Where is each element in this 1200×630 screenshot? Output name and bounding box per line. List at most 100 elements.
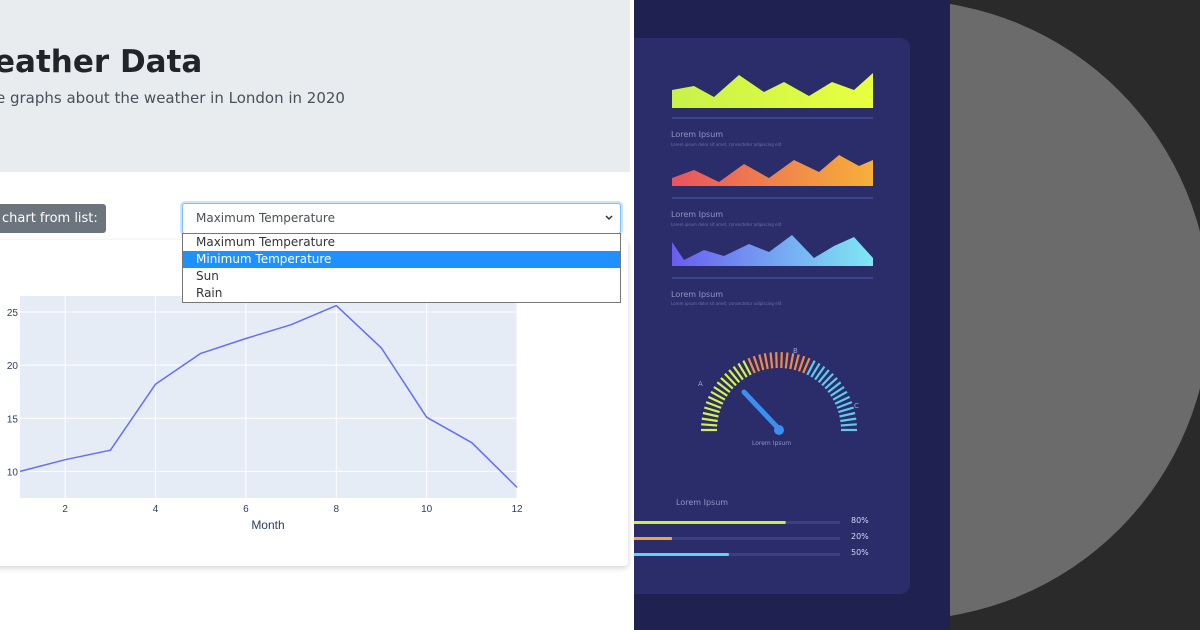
header-jumbotron: eather Data e graphs about the weather i… [0, 0, 630, 172]
gauge-tick [821, 373, 834, 387]
progress-bars [634, 521, 840, 556]
gauge-tick [716, 381, 731, 393]
dropdown-option-max-temp[interactable]: Maximum Temperature [196, 235, 335, 249]
gauge-tick [724, 373, 737, 387]
gauge-tick [701, 423, 718, 427]
caption-1: Lorem Ipsum [671, 130, 724, 139]
x-tick-label: 10 [421, 504, 433, 515]
progress-track [634, 537, 840, 540]
gauge-tick [737, 362, 748, 378]
page-subtitle: e graphs about the weather in London in … [0, 89, 345, 107]
chart-select[interactable]: Maximum Temperature [182, 203, 621, 234]
gauge-tick [802, 357, 811, 374]
grey-circle [950, 0, 1200, 620]
x-axis-label: Month [251, 518, 284, 532]
gauge-tick [747, 357, 756, 374]
gauge-tick [780, 352, 783, 369]
gauge-tick [742, 360, 752, 376]
gauge-tick [710, 390, 726, 401]
progress-label-3: 50% [851, 548, 869, 557]
gauge-tick [775, 352, 778, 369]
gauge-tick [817, 369, 830, 384]
x-tick-label: 4 [153, 504, 159, 515]
y-tick-labels: 10 15 20 25 [7, 308, 19, 478]
weather-app: eather Data e graphs about the weather i… [0, 0, 630, 532]
area-chart-green [672, 73, 873, 108]
caption-3: Lorem Ipsum [671, 290, 724, 299]
x-tick-label: 8 [333, 504, 339, 515]
progress-label-2: 20% [851, 532, 869, 541]
gauge-tick [814, 365, 826, 381]
dropdown-option-rain[interactable]: Rain [196, 286, 223, 300]
x-gridlines [64, 296, 518, 498]
gauge-hub [774, 425, 784, 435]
gauge-tick [834, 395, 851, 405]
x-tick-label: 2 [62, 504, 68, 515]
gauge-tick [827, 381, 842, 393]
progress-caption: Lorem Ipsum [676, 498, 729, 507]
gauge-tick [703, 406, 720, 414]
gauge-tick [763, 353, 769, 370]
caption-1-sub: Lorem ipsum dolor sit amet, consectetur … [671, 142, 782, 147]
dark-panel [950, 0, 1200, 630]
y-tick-label: 10 [7, 467, 19, 478]
chevron-down-icon[interactable] [604, 211, 614, 225]
gauge-needle [741, 389, 781, 431]
gauge-tick [810, 362, 821, 378]
x-tick-labels: 2 4 6 8 10 12 [62, 504, 523, 515]
gauge-tick [832, 390, 848, 401]
gauge-tick [758, 354, 765, 371]
y-tick-label: 15 [7, 414, 19, 425]
gauge-caption: Lorem Ipsum [752, 440, 792, 447]
gauge-tick [840, 423, 857, 427]
gauge-tick [752, 355, 761, 372]
gauge-tick [797, 355, 806, 372]
gauge-tick [732, 365, 744, 381]
dropdown-option-min-temp[interactable]: Minimum Temperature [183, 251, 620, 268]
plot-area [20, 296, 517, 498]
gauge-letter-b: B [793, 347, 798, 355]
gauge-tick [838, 406, 855, 414]
gauge-tick [789, 353, 795, 370]
gauge-tick [793, 354, 800, 371]
gauge-tick [769, 352, 774, 369]
gauge-tick [705, 401, 722, 409]
dropdown-option-sun[interactable]: Sun [196, 269, 219, 283]
progress-track [634, 553, 840, 556]
y-tick-label: 25 [7, 308, 19, 319]
dashboard-card [634, 38, 910, 594]
gauge-tick [840, 417, 857, 423]
gauge-tick [720, 377, 734, 390]
dashboard-illustration: Lorem Ipsum Lorem ipsum dolor sit amet, … [634, 0, 950, 630]
y-gridlines [20, 311, 517, 472]
gauge-tick [701, 417, 718, 423]
chart-select-dropdown: Maximum Temperature Minimum Temperature … [182, 233, 621, 303]
gauge-tick [728, 369, 741, 384]
area-chart-orange [672, 155, 873, 186]
gauge-letter-a: A [698, 380, 703, 388]
caption-3-sub: Lorem ipsum dolor sit amet, consectetur … [671, 301, 782, 306]
chart-select-value: Maximum Temperature [196, 211, 335, 225]
area-charts [634, 73, 873, 556]
x-tick-label: 6 [243, 504, 249, 515]
gauge-letter-c: C [854, 402, 859, 410]
gauge [701, 352, 857, 432]
gauge-tick [839, 411, 856, 418]
gauge-tick [784, 352, 789, 369]
progress-label-1: 80% [851, 516, 869, 525]
progress-fill [634, 537, 672, 540]
gauge-tick [824, 377, 838, 390]
progress-fill [634, 553, 729, 556]
y-tick-label: 20 [7, 361, 19, 372]
gauge-tick [830, 386, 845, 397]
gauge-tick [702, 411, 719, 418]
page-title: eather Data [0, 44, 203, 80]
chart-chooser-label: chart from list: [0, 204, 106, 233]
progress-fill [634, 521, 786, 524]
gauge-tick [836, 401, 853, 409]
gauge-tick [707, 395, 724, 405]
caption-2: Lorem Ipsum [671, 210, 724, 219]
series-line [19, 304, 518, 488]
gauge-tick [713, 386, 728, 397]
